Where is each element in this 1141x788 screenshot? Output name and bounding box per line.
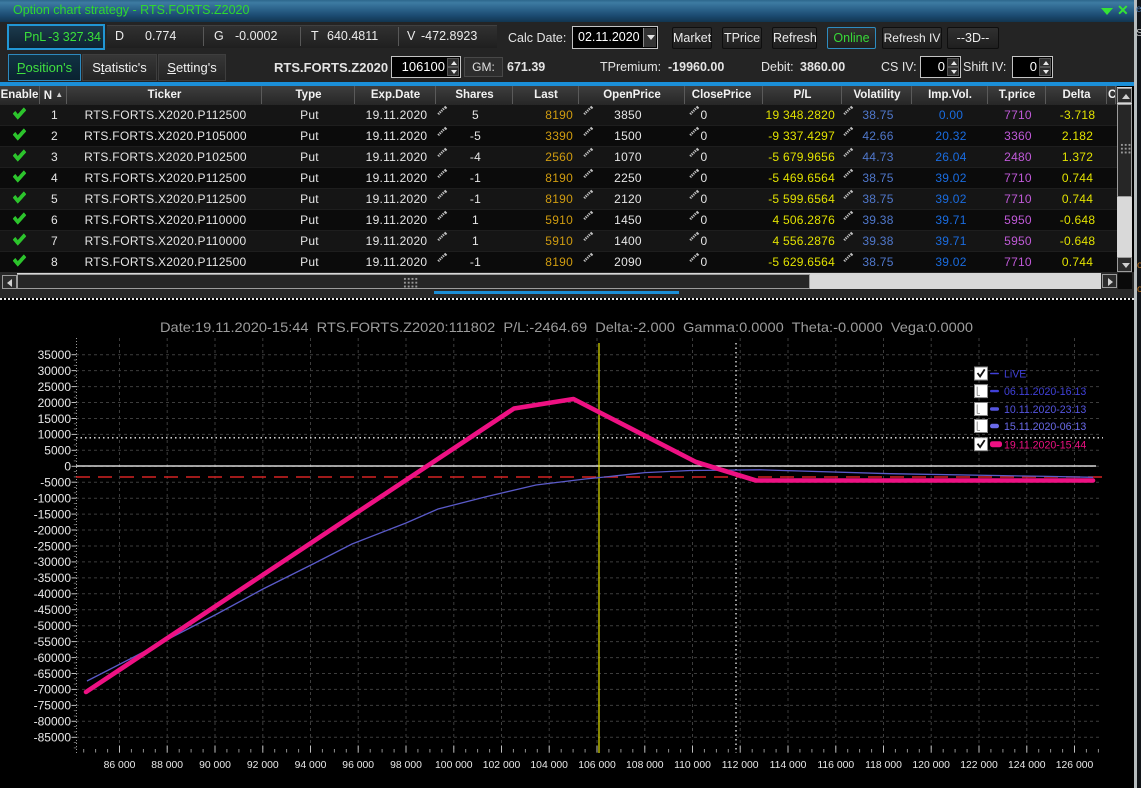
svg-text:10000: 10000	[38, 428, 72, 442]
svg-text:-70000: -70000	[34, 683, 72, 697]
svg-text:-75000: -75000	[34, 699, 72, 713]
svg-text:86 000: 86 000	[104, 760, 136, 771]
svg-text:25000: 25000	[38, 380, 72, 394]
svg-text:114 000: 114 000	[770, 760, 807, 771]
svg-text:120 000: 120 000	[912, 760, 950, 771]
svg-text:-5000: -5000	[40, 476, 71, 490]
svg-text:-50000: -50000	[34, 619, 72, 633]
svg-text:104 000: 104 000	[530, 760, 568, 771]
svg-text:-65000: -65000	[34, 667, 72, 681]
svg-text:126 000: 126 000	[1056, 760, 1094, 771]
svg-text:15.11.2020-06:13: 15.11.2020-06:13	[1004, 421, 1086, 433]
svg-text:118 000: 118 000	[865, 760, 902, 771]
svg-text:98 000: 98 000	[390, 760, 422, 771]
svg-text:-10000: -10000	[34, 492, 72, 506]
svg-text:96 000: 96 000	[342, 760, 374, 771]
svg-text:-45000: -45000	[34, 603, 72, 617]
svg-text:102 000: 102 000	[483, 760, 521, 771]
svg-text:92 000: 92 000	[247, 760, 279, 771]
svg-text:0: 0	[64, 460, 71, 474]
svg-text:35000: 35000	[38, 348, 72, 362]
svg-text:15000: 15000	[38, 412, 72, 426]
svg-text:-60000: -60000	[34, 651, 72, 665]
svg-text:-80000: -80000	[34, 715, 72, 729]
svg-text:20000: 20000	[38, 396, 72, 410]
svg-text:30000: 30000	[38, 364, 72, 378]
svg-text:94 000: 94 000	[295, 760, 327, 771]
svg-text:-30000: -30000	[34, 555, 72, 569]
svg-text:06.11.2020-16:13: 06.11.2020-16:13	[1004, 386, 1086, 398]
svg-text:19.11.2020-15:44: 19.11.2020-15:44	[1004, 439, 1086, 451]
svg-text:112 000: 112 000	[722, 760, 759, 771]
svg-text:100 000: 100 000	[435, 760, 473, 771]
svg-text:10.11.2020-23:13: 10.11.2020-23:13	[1004, 404, 1086, 416]
svg-text:-20000: -20000	[34, 523, 72, 537]
svg-text:-55000: -55000	[34, 635, 72, 649]
svg-text:110 000: 110 000	[674, 760, 711, 771]
svg-text:Date:19.11.2020-15:44 RTS.FOR: Date:19.11.2020-15:44 RTS.FORTS.Z2020:11…	[160, 320, 973, 335]
svg-text:116 000: 116 000	[817, 760, 854, 771]
svg-text:-40000: -40000	[34, 587, 72, 601]
svg-text:88 000: 88 000	[151, 760, 183, 771]
svg-text:124 000: 124 000	[1008, 760, 1046, 771]
svg-text:-35000: -35000	[34, 571, 72, 585]
svg-text:106 000: 106 000	[578, 760, 616, 771]
svg-text:-25000: -25000	[34, 539, 72, 553]
svg-text:-85000: -85000	[34, 731, 72, 745]
svg-text:90 000: 90 000	[199, 760, 231, 771]
svg-text:122 000: 122 000	[960, 760, 998, 771]
svg-text:108 000: 108 000	[626, 760, 664, 771]
svg-text:LiVE: LiVE	[1004, 369, 1026, 381]
svg-text:5000: 5000	[44, 444, 71, 458]
svg-text:-15000: -15000	[34, 507, 72, 521]
